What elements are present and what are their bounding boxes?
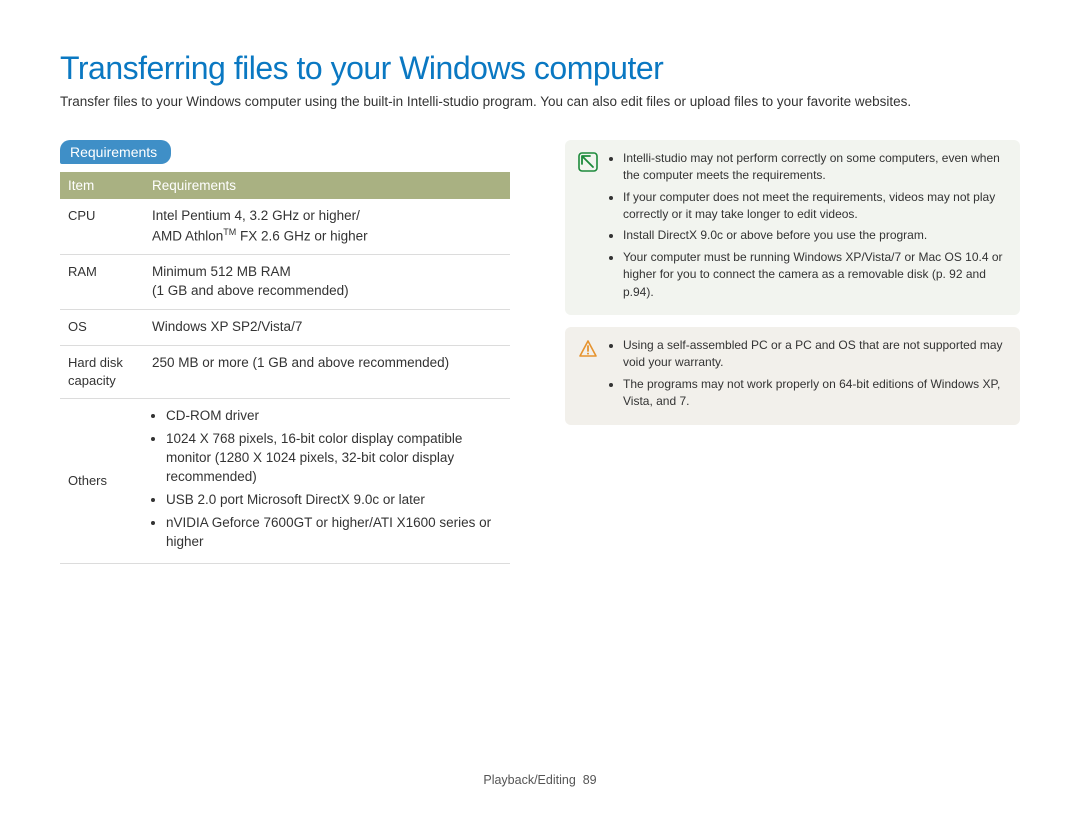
cpu-line1: Intel Pentium 4, 3.2 GHz or higher/: [152, 208, 360, 223]
others-list: CD-ROM driver 1024 X 768 pixels, 16-bit …: [152, 407, 502, 551]
cpu-tm: TM: [223, 227, 236, 237]
list-item: nVIDIA Geforce 7600GT or higher/ATI X160…: [166, 514, 502, 552]
warning-icon: [577, 339, 599, 415]
col-header-requirements: Requirements: [144, 172, 510, 199]
two-column-layout: Requirements Item Requirements CPU Intel…: [60, 140, 1020, 565]
cell-item-hdd: Hard disk capacity: [60, 345, 144, 398]
cell-item-os: OS: [60, 309, 144, 345]
cpu-line2b: FX 2.6 GHz or higher: [236, 228, 367, 243]
footer-section: Playback/Editing: [483, 773, 575, 787]
ram-line1: Minimum 512 MB RAM: [152, 264, 291, 279]
page-title: Transferring files to your Windows compu…: [60, 50, 1020, 87]
table-header-row: Item Requirements: [60, 172, 510, 199]
table-row: Others CD-ROM driver 1024 X 768 pixels, …: [60, 399, 510, 564]
info-note-box: Intelli-studio may not perform correctly…: [565, 140, 1020, 315]
info-note-list: Intelli-studio may not perform correctly…: [609, 150, 1008, 305]
cpu-line2a: AMD Athlon: [152, 228, 223, 243]
table-row: CPU Intel Pentium 4, 3.2 GHz or higher/ …: [60, 199, 510, 255]
list-item: Using a self-assembled PC or a PC and OS…: [623, 337, 1008, 372]
ram-line2: (1 GB and above recommended): [152, 283, 349, 298]
hdd-item-l1: Hard disk: [68, 355, 123, 370]
cell-req-ram: Minimum 512 MB RAM (1 GB and above recom…: [144, 255, 510, 310]
cell-item-others: Others: [60, 399, 144, 564]
hdd-item-l2: capacity: [68, 373, 116, 388]
list-item: Intelli-studio may not perform correctly…: [623, 150, 1008, 185]
page-footer: Playback/Editing 89: [0, 773, 1080, 787]
list-item: Your computer must be running Windows XP…: [623, 249, 1008, 301]
manual-page: Transferring files to your Windows compu…: [0, 0, 1080, 815]
warning-note-list: Using a self-assembled PC or a PC and OS…: [609, 337, 1008, 415]
table-row: RAM Minimum 512 MB RAM (1 GB and above r…: [60, 255, 510, 310]
cell-req-hdd: 250 MB or more (1 GB and above recommend…: [144, 345, 510, 398]
cell-item-cpu: CPU: [60, 199, 144, 255]
list-item: The programs may not work properly on 64…: [623, 376, 1008, 411]
list-item: USB 2.0 port Microsoft DirectX 9.0c or l…: [166, 491, 502, 510]
requirements-table: Item Requirements CPU Intel Pentium 4, 3…: [60, 172, 510, 565]
intro-text: Transfer files to your Windows computer …: [60, 93, 1020, 112]
list-item: Install DirectX 9.0c or above before you…: [623, 227, 1008, 244]
requirements-heading-pill: Requirements: [60, 140, 171, 164]
table-row: OS Windows XP SP2/Vista/7: [60, 309, 510, 345]
col-header-item: Item: [60, 172, 144, 199]
table-row: Hard disk capacity 250 MB or more (1 GB …: [60, 345, 510, 398]
list-item: If your computer does not meet the requi…: [623, 189, 1008, 224]
footer-page-number: 89: [583, 773, 597, 787]
cell-item-ram: RAM: [60, 255, 144, 310]
right-column: Intelli-studio may not perform correctly…: [565, 140, 1020, 565]
cell-req-cpu: Intel Pentium 4, 3.2 GHz or higher/ AMD …: [144, 199, 510, 255]
cell-req-others: CD-ROM driver 1024 X 768 pixels, 16-bit …: [144, 399, 510, 564]
warning-note-box: Using a self-assembled PC or a PC and OS…: [565, 327, 1020, 425]
info-icon: [577, 152, 599, 305]
list-item: CD-ROM driver: [166, 407, 502, 426]
left-column: Requirements Item Requirements CPU Intel…: [60, 140, 510, 565]
cell-req-os: Windows XP SP2/Vista/7: [144, 309, 510, 345]
list-item: 1024 X 768 pixels, 16-bit color display …: [166, 430, 502, 487]
